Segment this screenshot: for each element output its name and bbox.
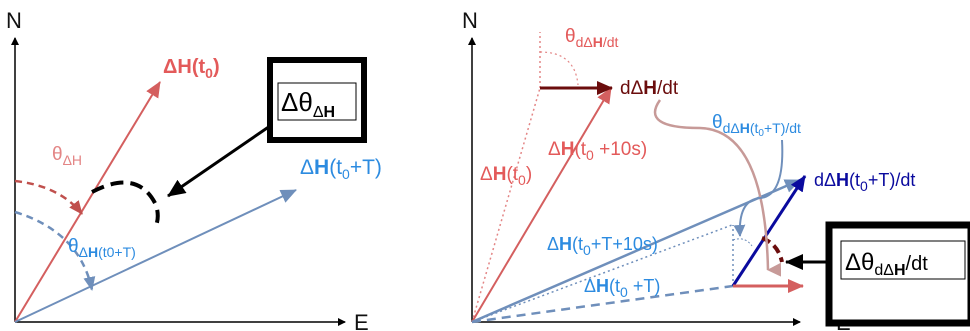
right-axis-n-label: N bbox=[462, 8, 478, 33]
label-theta-h: θΔH bbox=[52, 144, 82, 168]
vector-h-t0-10s bbox=[471, 87, 612, 323]
delta-theta-label: ΔθΔH bbox=[281, 87, 335, 121]
theta-h-t0T-arc bbox=[14, 210, 96, 291]
label-h-t0T-10s: ΔH(t0+T+10s) bbox=[547, 234, 658, 258]
label-theta-dh: θdΔH/dt bbox=[565, 26, 619, 50]
curved-arrow-dh-dt bbox=[653, 99, 782, 277]
delta-theta-arc bbox=[91, 180, 160, 229]
left-axis-n-label: N bbox=[6, 8, 22, 33]
delta-theta-box bbox=[267, 57, 367, 143]
vector-h-t0T bbox=[14, 189, 297, 323]
vector-h-t0-dotted bbox=[471, 87, 541, 323]
curved-arrow-dh-t0T-dt bbox=[733, 139, 784, 237]
label-theta-dh-t0T: θdΔH(t0+T)/dt bbox=[712, 112, 801, 139]
left-panel: N E ΔH(t0) ΔH(t0+T) θΔH θΔH(t0+T) ΔθΔH bbox=[6, 8, 382, 331]
label-dh-dt: dΔH/dt bbox=[620, 78, 679, 99]
delta-theta-pointer bbox=[167, 124, 271, 198]
label-h-t0T: ΔH(t0 +T) bbox=[584, 276, 660, 300]
left-axis-e-label: E bbox=[354, 310, 369, 331]
delta-theta-inner-box bbox=[277, 82, 357, 121]
vector-h-t0T-dotted bbox=[471, 224, 733, 323]
label-h-t0T: ΔH(t0+T) bbox=[300, 156, 382, 182]
label-h-t0-10s: ΔH(t0 +10s) bbox=[548, 139, 647, 163]
label-theta-h-t0T: θΔH(t0+T) bbox=[68, 236, 136, 260]
delta-theta-dh-arc bbox=[761, 236, 784, 263]
theta-dh-arc bbox=[539, 51, 579, 86]
label-h-t0: ΔH(t0) bbox=[163, 56, 220, 81]
vector-h-t0T-10s bbox=[471, 178, 801, 324]
delta-theta-dh-inner-box bbox=[840, 240, 966, 280]
theta-h-arc bbox=[14, 179, 83, 215]
vector-h-t0 bbox=[14, 81, 161, 323]
delta-theta-dh-label: ΔθdΔH/dt bbox=[845, 249, 928, 279]
label-dh-t0T-dt: dΔH(t0+T)/dt bbox=[814, 170, 915, 194]
label-h-t0: ΔH(t0) bbox=[480, 164, 532, 188]
theta-dh-t0T-small-arc bbox=[732, 238, 753, 247]
right-panel: N E θdΔH/dt dΔH/dt ΔH bbox=[462, 8, 970, 331]
vector-dh-t0T-dt bbox=[731, 175, 807, 287]
